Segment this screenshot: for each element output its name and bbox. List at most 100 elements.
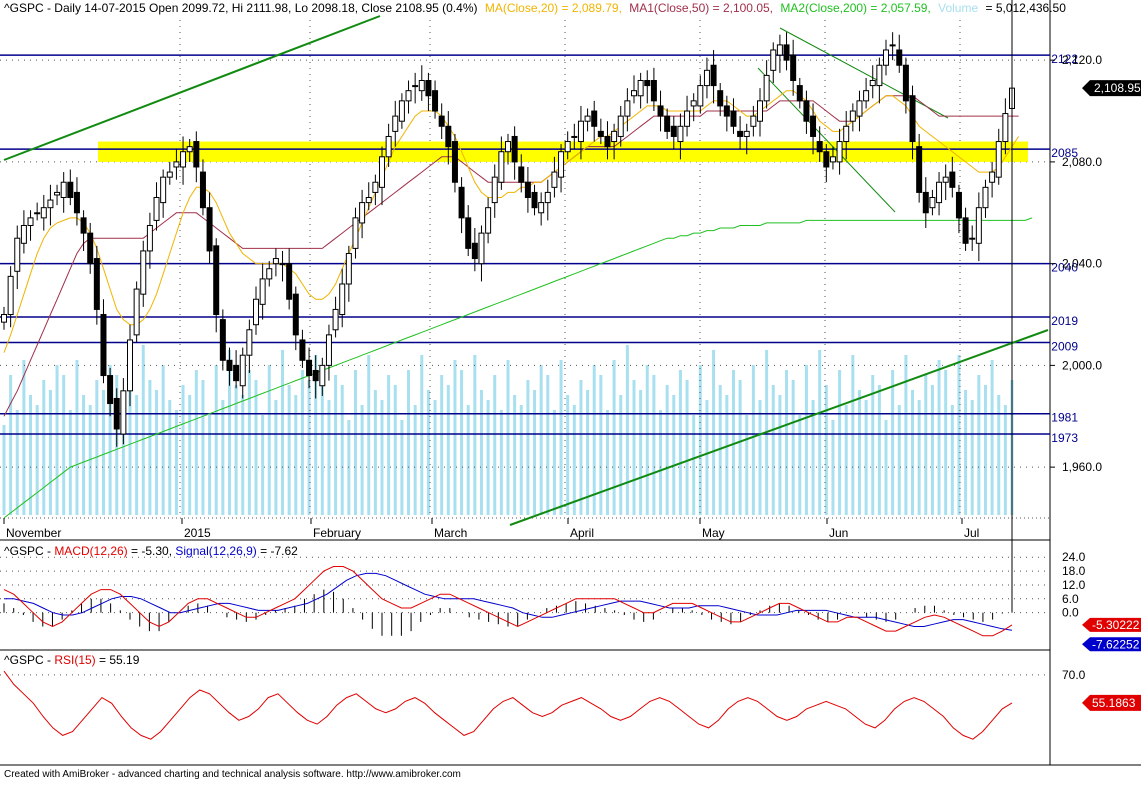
volume-bar [712, 350, 716, 515]
volume-bar [586, 390, 590, 515]
header-ma20: MA(Close,20) = 2,089.79, [485, 1, 622, 15]
volume-bar [771, 385, 775, 515]
candle-body [650, 80, 657, 102]
header-prefix: ^GSPC - Daily 14-07-2015 Open 2099.72, H… [4, 1, 477, 15]
candles [1, 32, 1015, 447]
volume-bar [9, 375, 13, 515]
candle-body [226, 359, 233, 371]
candle-body [505, 141, 511, 153]
volume-bar [35, 405, 39, 515]
volume-bar [791, 380, 795, 515]
volume-bar [818, 350, 822, 515]
candle-body [717, 90, 724, 107]
y-tick-label: 1,960.0 [1062, 460, 1102, 474]
volume-bar [261, 415, 265, 515]
volume-bar [944, 370, 948, 515]
volume-bar [877, 385, 881, 515]
volume-bar [281, 350, 285, 515]
candle-body [816, 141, 823, 153]
candle-body [783, 44, 790, 61]
candle-body [511, 135, 518, 163]
candle-body [836, 141, 843, 163]
volume-bar [433, 400, 437, 515]
volume-bar [440, 375, 444, 515]
volume-bar [579, 380, 583, 515]
volume-bar [334, 375, 338, 515]
volume-bar [844, 405, 848, 515]
volume-bar [214, 365, 218, 515]
candle-body [916, 146, 923, 193]
candle-body [631, 90, 637, 97]
candle-body [657, 105, 664, 117]
candle-body [445, 125, 452, 148]
volume-bar [917, 400, 921, 515]
candle-body [120, 390, 127, 435]
volume-bar [360, 405, 364, 515]
macd-y-tick-label: 24.0 [1062, 550, 1086, 564]
volume-bar [135, 395, 139, 515]
x-tick-label: 2015 [184, 526, 211, 540]
volume-bar [194, 370, 198, 515]
volume-bar [473, 355, 477, 515]
candle-body [776, 44, 783, 56]
support-label: 1981 [1051, 411, 1078, 425]
time-axis: November 2015 February March April May Jun Jul [3, 518, 979, 540]
candle-body [425, 80, 432, 97]
y-tick-label: 2,120.0 [1062, 53, 1102, 67]
candle-body [955, 191, 962, 219]
volume-bar [373, 390, 377, 515]
volume-bar [904, 355, 908, 515]
candle-body [40, 207, 47, 219]
y-tick-label: 2,000.0 [1062, 358, 1102, 372]
volume-bar [692, 415, 696, 515]
support-label: 2085 [1051, 146, 1078, 160]
volume-bar [128, 360, 132, 515]
volume-bar [68, 410, 72, 515]
volume-bar [314, 355, 318, 515]
candle-body [624, 100, 631, 117]
volume-bar [725, 395, 729, 515]
candle-body [684, 110, 691, 127]
candle-body [982, 186, 989, 209]
candle-body [286, 263, 293, 300]
volume-bar [659, 410, 663, 515]
candle-body [498, 151, 505, 183]
volume-bar [957, 355, 961, 515]
volume-bar [731, 370, 735, 515]
volume-bar [997, 395, 1001, 515]
candle-body [166, 171, 173, 178]
volume-bar [75, 360, 79, 515]
volume-bar [62, 375, 66, 515]
candle-body [332, 308, 339, 331]
volume-bar [864, 400, 868, 515]
volume-bar [234, 385, 238, 515]
volume-bar [937, 360, 941, 515]
candle-body [697, 85, 704, 107]
candle-body [325, 334, 332, 366]
candle-body [272, 258, 279, 265]
volume-bar [685, 380, 689, 515]
volume-bar [300, 370, 304, 515]
candle-body [995, 141, 1002, 178]
volume-bar [884, 420, 888, 515]
volume-bar [367, 355, 371, 515]
candle-body [345, 252, 352, 285]
signal-last-marker [1082, 637, 1141, 652]
volume-bar [778, 395, 782, 515]
macd-y-tick-label: 18.0 [1062, 564, 1086, 578]
support-lines: 2122 2085 2040 2019 2009 1981 1973 [0, 52, 1078, 445]
candle-body [757, 100, 763, 122]
candle-body [359, 202, 366, 224]
candle-body [518, 166, 525, 183]
macd-y-tick-label: 0.0 [1062, 606, 1079, 620]
x-tick-label: Jul [964, 526, 979, 540]
volume-bar [82, 395, 86, 515]
header-ma50: MA1(Close,50) = 2,100.05, [629, 1, 773, 15]
volume-bar [526, 380, 530, 515]
candle-body [531, 191, 538, 209]
volume-bar [533, 390, 537, 515]
candle-body [962, 217, 969, 244]
svg-text:^GSPC - Daily 14-07-2015 Open: ^GSPC - Daily 14-07-2015 Open 2099.72, H… [4, 1, 1066, 15]
candle-body [584, 115, 591, 122]
volume-bar [605, 410, 609, 515]
